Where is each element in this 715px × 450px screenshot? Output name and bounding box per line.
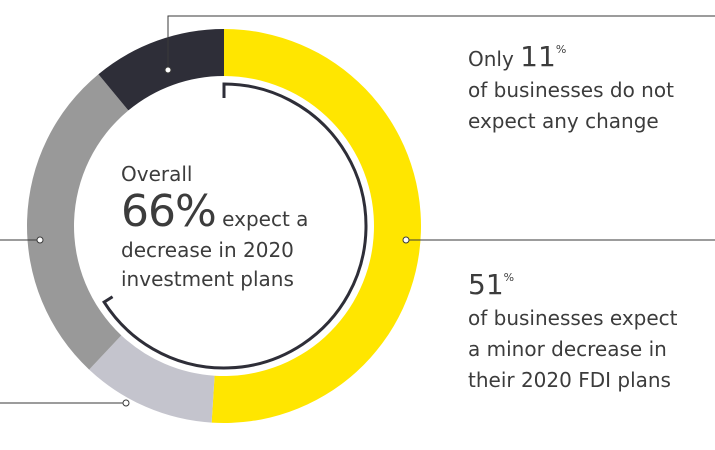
callout-no-change: Only 11% of businesses do not expect any… xyxy=(468,34,674,137)
center-line-plans: investment plans xyxy=(121,267,294,291)
donut-segment-4 xyxy=(98,29,224,111)
donut-segment-3 xyxy=(26,74,129,370)
inner-arc xyxy=(102,82,368,370)
center-big-row: 66% expect a xyxy=(121,190,341,234)
callout-no-change-headline: Only 11% xyxy=(468,34,674,75)
center-big-suffix: expect a xyxy=(222,207,309,231)
callout-no-change-line2: of businesses do not xyxy=(468,78,674,102)
center-summary: Overall 66% expect a decrease in 2020 in… xyxy=(121,160,341,294)
callout-minor-decrease-headline: 51% xyxy=(468,262,678,303)
callout-no-change-unit: % xyxy=(555,43,567,56)
center-line-decrease: decrease in 2020 xyxy=(121,238,294,262)
callout-minor-decrease: 51% of businesses expect a minor decreas… xyxy=(468,262,678,396)
callout-no-change-prefix: Only xyxy=(468,47,514,71)
donut-segments xyxy=(26,29,422,423)
leader-dot-grey-segment xyxy=(36,236,44,244)
center-line-overall: Overall xyxy=(121,162,193,186)
center-big-value: 66% xyxy=(121,186,217,237)
leader-dot-light-segment xyxy=(122,399,130,407)
leader-line-no-change xyxy=(167,15,715,70)
leader-dot-no-change xyxy=(164,66,172,74)
callout-no-change-value: 11 xyxy=(520,40,556,73)
leader-dot-minor-decrease xyxy=(402,236,410,244)
callout-minor-decrease-line3: a minor decrease in xyxy=(468,337,667,361)
leader-lines xyxy=(0,15,715,407)
callout-no-change-line3: expect any change xyxy=(468,109,659,133)
donut-segment-2 xyxy=(89,335,215,423)
callout-minor-decrease-line4: their 2020 FDI plans xyxy=(468,368,671,392)
callout-minor-decrease-line2: of businesses expect xyxy=(468,306,678,330)
donut-segment-1 xyxy=(211,29,422,423)
callout-minor-decrease-unit: % xyxy=(503,271,515,284)
callout-minor-decrease-value: 51 xyxy=(468,268,504,301)
